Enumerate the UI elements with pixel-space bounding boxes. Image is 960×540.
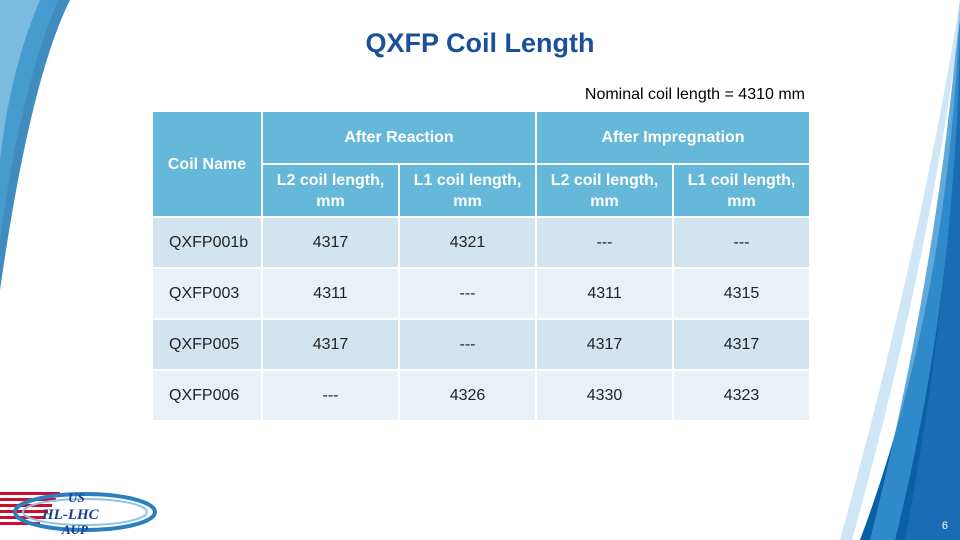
coil-length-table: Coil Name After Reaction After Impregnat… [151, 110, 812, 422]
table-cell: --- [261, 369, 400, 422]
table-cell: 4317 [261, 318, 400, 371]
table-cell: 4311 [535, 267, 675, 320]
column-header: L1 coil length, mm [672, 163, 812, 218]
column-header: L2 coil length, mm [535, 163, 675, 218]
table-cell: --- [397, 267, 538, 320]
table-cell: 4317 [672, 318, 812, 371]
table-cell: --- [397, 318, 538, 371]
column-header: L1 coil length, mm [397, 163, 538, 218]
coil-name-cell: QXFP006 [151, 369, 263, 422]
us-hl-lhc-aup-logo: US HL-LHC AUP [0, 490, 157, 537]
slide-title: QXFP Coil Length [365, 28, 595, 58]
coil-name-cell: QXFP001b [151, 216, 263, 269]
table-cell: 4317 [535, 318, 675, 371]
table-row: QXFP006 --- 4326 4330 4323 [151, 369, 812, 422]
table-cell: 4311 [261, 267, 400, 320]
after-reaction-header: After Reaction [260, 110, 538, 165]
table-cell: --- [672, 216, 812, 269]
table-row: QXFP003 4311 --- 4311 4315 [151, 267, 812, 320]
table-cell: 4317 [261, 216, 400, 269]
coil-name-cell: QXFP005 [151, 318, 263, 371]
logo-text-hl-lhc: HL-LHC [41, 507, 100, 523]
coil-name-cell: QXFP003 [151, 267, 263, 320]
after-impregnation-header: After Impregnation [535, 110, 812, 165]
table-cell: 4330 [535, 369, 675, 422]
table-row: QXFP005 4317 --- 4317 4317 [151, 318, 812, 371]
logo-text-us: US [68, 490, 85, 505]
table-row: QXFP001b 4317 4321 --- --- [151, 216, 812, 269]
table-cell: 4323 [672, 369, 812, 422]
table-cell: 4321 [397, 216, 538, 269]
table-cell: 4326 [397, 369, 538, 422]
decorative-swoosh-right [840, 0, 960, 540]
column-header: L2 coil length, mm [261, 163, 400, 218]
nominal-length-note: Nominal coil length = 4310 mm [584, 86, 805, 103]
page-number: 6 [941, 520, 948, 532]
table-cell: 4315 [672, 267, 812, 320]
decorative-swoosh-left [0, 0, 70, 290]
coil-name-header: Coil Name [151, 110, 263, 218]
logo-text-aup: AUP [61, 522, 89, 537]
table-cell: --- [535, 216, 675, 269]
